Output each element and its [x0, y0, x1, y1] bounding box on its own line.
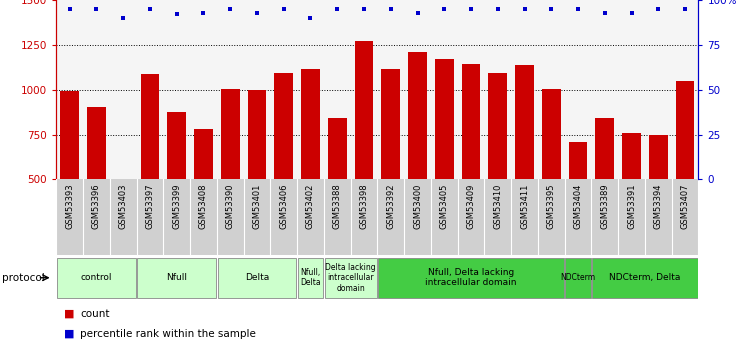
Text: GSM53395: GSM53395 — [547, 183, 556, 229]
Bar — [488, 73, 507, 269]
Bar — [328, 118, 347, 269]
Text: GSM53389: GSM53389 — [600, 183, 609, 229]
Text: protocol: protocol — [2, 273, 44, 283]
Text: Nfull, Delta lacking
intracellular domain: Nfull, Delta lacking intracellular domai… — [425, 268, 517, 287]
Text: ■: ■ — [64, 309, 74, 318]
Bar — [569, 142, 587, 269]
Text: GSM53401: GSM53401 — [252, 183, 261, 229]
Point — [331, 6, 343, 12]
Point — [251, 10, 263, 15]
Text: NDCterm, Delta: NDCterm, Delta — [609, 273, 680, 282]
Point — [198, 10, 210, 15]
Bar — [462, 64, 481, 269]
Bar — [379, 257, 564, 298]
Text: control: control — [80, 273, 112, 282]
Point — [599, 10, 611, 15]
Point — [90, 6, 102, 12]
Bar — [274, 73, 293, 269]
Text: GSM53394: GSM53394 — [654, 183, 663, 229]
Text: percentile rank within the sample: percentile rank within the sample — [80, 329, 256, 339]
Text: GSM53404: GSM53404 — [574, 183, 583, 229]
Text: Nfull,
Delta: Nfull, Delta — [300, 268, 321, 287]
Text: count: count — [80, 309, 110, 318]
Text: GSM53411: GSM53411 — [520, 183, 529, 229]
Bar — [57, 257, 136, 298]
Bar — [248, 90, 267, 269]
Text: GSM53397: GSM53397 — [146, 183, 155, 229]
Text: GSM53405: GSM53405 — [440, 183, 449, 229]
Bar — [167, 112, 186, 269]
Text: NDCterm: NDCterm — [560, 273, 596, 282]
Point — [225, 6, 237, 12]
Point — [492, 6, 504, 12]
Bar — [87, 107, 106, 269]
Bar — [221, 89, 240, 269]
Bar — [649, 135, 668, 269]
Point — [117, 15, 129, 21]
Bar — [218, 257, 297, 298]
Bar — [354, 41, 373, 269]
Bar — [137, 257, 216, 298]
Point — [439, 6, 451, 12]
Text: GSM53399: GSM53399 — [172, 183, 181, 229]
Text: GSM53410: GSM53410 — [493, 183, 502, 229]
Point — [679, 6, 691, 12]
Text: GSM53396: GSM53396 — [92, 183, 101, 229]
Point — [385, 6, 397, 12]
Bar — [301, 69, 320, 269]
Bar — [596, 118, 614, 269]
Point — [465, 6, 477, 12]
Text: GSM53403: GSM53403 — [119, 183, 128, 229]
Bar — [298, 257, 323, 298]
Bar — [408, 52, 427, 269]
Text: GSM53393: GSM53393 — [65, 183, 74, 229]
Text: GSM53409: GSM53409 — [466, 183, 475, 229]
Text: GSM53407: GSM53407 — [680, 183, 689, 229]
Text: GSM53392: GSM53392 — [386, 183, 395, 229]
Bar — [566, 257, 590, 298]
Text: Delta: Delta — [245, 273, 269, 282]
Point — [653, 6, 665, 12]
Text: GSM53390: GSM53390 — [226, 183, 235, 229]
Point — [144, 6, 156, 12]
Bar — [194, 129, 213, 269]
Bar — [676, 81, 695, 269]
Text: Delta lacking
intracellular
domain: Delta lacking intracellular domain — [325, 263, 376, 293]
Point — [545, 6, 557, 12]
Text: GSM53400: GSM53400 — [413, 183, 422, 229]
Point — [358, 6, 370, 12]
Point — [626, 10, 638, 15]
Bar — [435, 59, 454, 269]
Bar — [622, 133, 641, 269]
Point — [170, 12, 182, 17]
Text: GSM53398: GSM53398 — [360, 183, 369, 229]
Bar — [140, 75, 159, 269]
Point — [572, 6, 584, 12]
Text: GSM53402: GSM53402 — [306, 183, 315, 229]
Point — [518, 6, 530, 12]
Point — [412, 10, 424, 15]
Text: GSM53391: GSM53391 — [627, 183, 636, 229]
Text: GSM53388: GSM53388 — [333, 183, 342, 229]
Point — [304, 15, 316, 21]
Point — [64, 6, 76, 12]
Bar — [324, 257, 376, 298]
Bar — [515, 65, 534, 269]
Bar — [114, 178, 133, 269]
Bar — [60, 91, 79, 269]
Text: Nfull: Nfull — [166, 273, 187, 282]
Point — [278, 6, 290, 12]
Text: ■: ■ — [64, 329, 74, 339]
Bar — [542, 89, 561, 269]
Text: GSM53408: GSM53408 — [199, 183, 208, 229]
Bar — [382, 69, 400, 269]
Bar — [593, 257, 698, 298]
Text: GSM53406: GSM53406 — [279, 183, 288, 229]
